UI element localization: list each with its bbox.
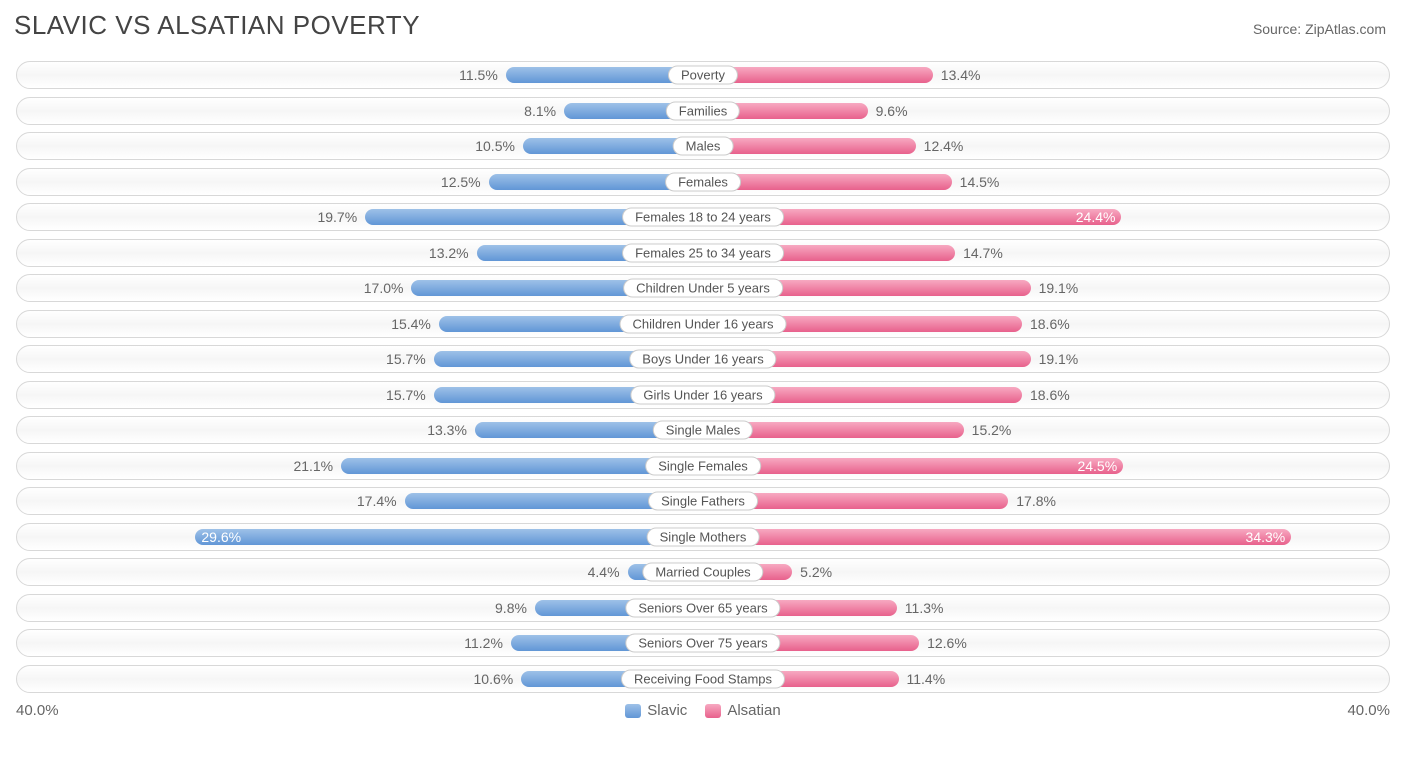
value-alsatian: 19.1% [1031, 280, 1079, 296]
bar-slavic: 29.6% [195, 529, 703, 545]
legend: Slavic Alsatian [625, 702, 780, 719]
category-label: Females 25 to 34 years [622, 243, 784, 262]
value-slavic: 13.3% [427, 422, 475, 438]
value-alsatian: 14.7% [955, 245, 1003, 261]
value-slavic: 15.7% [386, 387, 434, 403]
chart-row: 21.1% 24.5% Single Females [16, 452, 1390, 480]
legend-item-alsatian: Alsatian [705, 702, 780, 719]
value-alsatian: 18.6% [1022, 387, 1070, 403]
value-slavic: 10.6% [474, 671, 522, 687]
value-slavic: 11.2% [464, 635, 511, 651]
category-label: Seniors Over 65 years [625, 598, 780, 617]
chart-title: SLAVIC VS ALSATIAN POVERTY [14, 10, 420, 41]
chart-row: 12.5% 14.5% Females [16, 168, 1390, 196]
value-alsatian: 24.5% [1077, 458, 1117, 474]
value-alsatian: 5.2% [792, 564, 832, 580]
legend-item-slavic: Slavic [625, 702, 687, 719]
value-alsatian: 18.6% [1022, 316, 1070, 332]
chart-row: 19.7% 24.4% Females 18 to 24 years [16, 203, 1390, 231]
value-slavic: 21.1% [293, 458, 341, 474]
value-slavic: 4.4% [588, 564, 628, 580]
value-alsatian: 11.3% [897, 600, 944, 616]
chart-row: 15.7% 18.6% Girls Under 16 years [16, 381, 1390, 409]
value-alsatian: 15.2% [964, 422, 1012, 438]
value-alsatian: 34.3% [1246, 529, 1286, 545]
value-alsatian: 13.4% [933, 67, 981, 83]
chart-source: Source: ZipAtlas.com [1253, 21, 1386, 37]
legend-label-left: Slavic [647, 702, 687, 719]
value-alsatian: 19.1% [1031, 351, 1079, 367]
value-slavic: 19.7% [317, 209, 365, 225]
category-label: Single Males [653, 421, 753, 440]
value-slavic: 12.5% [441, 174, 489, 190]
chart-row: 13.3% 15.2% Single Males [16, 416, 1390, 444]
category-label: Married Couples [642, 563, 763, 582]
chart-row: 13.2% 14.7% Females 25 to 34 years [16, 239, 1390, 267]
value-alsatian: 9.6% [868, 103, 908, 119]
category-label: Females [665, 172, 741, 191]
category-label: Girls Under 16 years [630, 385, 775, 404]
category-label: Boys Under 16 years [629, 350, 776, 369]
chart-row: 4.4% 5.2% Married Couples [16, 558, 1390, 586]
value-slavic: 11.5% [459, 67, 506, 83]
bar-alsatian: 24.5% [703, 458, 1123, 474]
chart-header: SLAVIC VS ALSATIAN POVERTY Source: ZipAt… [0, 10, 1406, 61]
axis-max-left: 40.0% [16, 702, 59, 719]
category-label: Children Under 16 years [620, 314, 787, 333]
chart-row: 10.5%12.4%Males [16, 132, 1390, 160]
value-alsatian: 14.5% [952, 174, 1000, 190]
chart-row: 9.8% 11.3% Seniors Over 65 years [16, 594, 1390, 622]
category-label: Poverty [668, 66, 738, 85]
chart-row: 17.0% 19.1% Children Under 5 years [16, 274, 1390, 302]
value-slavic: 13.2% [429, 245, 477, 261]
value-slavic: 10.5% [475, 138, 523, 154]
category-label: Children Under 5 years [623, 279, 783, 298]
value-alsatian: 17.8% [1008, 493, 1056, 509]
category-label: Receiving Food Stamps [621, 669, 785, 688]
chart-row: 17.4% 17.8% Single Fathers [16, 487, 1390, 515]
value-alsatian: 24.4% [1076, 209, 1116, 225]
category-label: Seniors Over 75 years [625, 634, 780, 653]
category-label: Single Females [645, 456, 761, 475]
value-slavic: 29.6% [201, 529, 241, 545]
value-slavic: 15.7% [386, 351, 434, 367]
legend-swatch-pink [705, 704, 721, 718]
chart-row: 11.2% 12.6% Seniors Over 75 years [16, 629, 1390, 657]
value-alsatian: 11.4% [899, 671, 946, 687]
category-label: Males [673, 137, 734, 156]
value-alsatian: 12.4% [916, 138, 964, 154]
chart-row: 15.4% 18.6% Children Under 16 years [16, 310, 1390, 338]
value-slavic: 8.1% [524, 103, 564, 119]
diverging-bar-chart: 11.5% 13.4% Poverty 8.1% 9.6% Families 10.5% 12… [0, 61, 1406, 693]
chart-row: 15.7% 19.1% Boys Under 16 years [16, 345, 1390, 373]
category-label: Single Mothers [647, 527, 760, 546]
chart-footer: 40.0% Slavic Alsatian 40.0% [0, 700, 1406, 719]
value-slavic: 17.0% [364, 280, 412, 296]
value-slavic: 15.4% [391, 316, 439, 332]
category-label: Families [666, 101, 740, 120]
chart-row: 10.6% 11.4% Receiving Food Stamps [16, 665, 1390, 693]
axis-max-right: 40.0% [1347, 702, 1390, 719]
legend-label-right: Alsatian [727, 702, 780, 719]
category-label: Single Fathers [648, 492, 758, 511]
category-label: Females 18 to 24 years [622, 208, 784, 227]
chart-row: 29.6% 34.3% Single Mothers [16, 523, 1390, 551]
bar-alsatian: 12.4% [703, 138, 916, 154]
value-alsatian: 12.6% [919, 635, 967, 651]
chart-row: 11.5% 13.4% Poverty [16, 61, 1390, 89]
chart-row: 8.1% 9.6% Families [16, 97, 1390, 125]
value-slavic: 17.4% [357, 493, 405, 509]
legend-swatch-blue [625, 704, 641, 718]
bar-alsatian: 34.3% [703, 529, 1291, 545]
value-slavic: 9.8% [495, 600, 535, 616]
